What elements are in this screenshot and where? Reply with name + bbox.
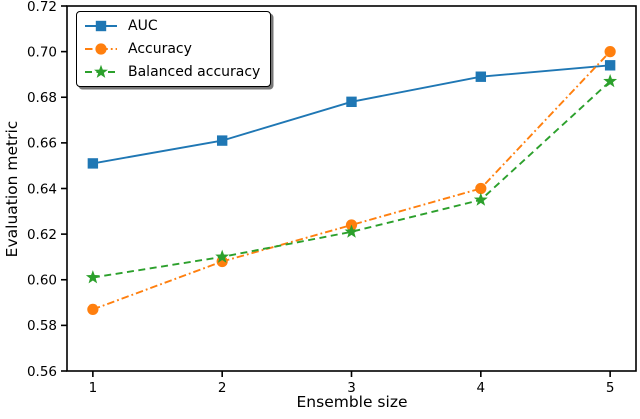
legend-item-label: Balanced accuracy: [128, 64, 261, 80]
legend-item-label: Accuracy: [128, 41, 192, 57]
legend-item-accuracy: Accuracy: [84, 40, 260, 58]
legend-line-sample: [85, 43, 117, 55]
legend-line-sample: [85, 64, 117, 78]
y-tick-label: 0.58: [27, 318, 57, 334]
star-marker: [603, 73, 618, 88]
y-tick-label: 0.60: [27, 273, 57, 289]
series-auc: [87, 60, 616, 169]
x-axis-ticks: 1 2 3 4 5: [89, 371, 615, 396]
legend-item-label: AUC: [128, 18, 158, 34]
star-marker: [215, 249, 230, 263]
circle-marker: [95, 43, 107, 55]
y-tick-label: 0.56: [27, 364, 57, 380]
star-marker: [85, 270, 100, 284]
star-marker: [473, 192, 488, 206]
legend-item-balanced-accuracy: Balanced accuracy: [84, 63, 260, 81]
y-tick-label: 0.66: [27, 136, 57, 152]
square-marker: [475, 71, 487, 82]
x-tick-label: 5: [606, 380, 615, 396]
series-line: [92, 80, 611, 279]
legend: AUC Accuracy Balanced accuracy: [76, 11, 272, 87]
circle-marker: [475, 182, 487, 195]
circle-marker: [604, 46, 616, 58]
circle-marker: [87, 303, 99, 316]
y-tick-label: 0.68: [27, 90, 57, 106]
series-balanced-accuracy: [85, 73, 618, 284]
y-tick-label: 0.72: [27, 0, 57, 15]
square-marker: [216, 135, 228, 146]
series-line: [92, 50, 611, 311]
y-axis-label: Evaluation metric: [3, 120, 21, 258]
y-tick-label: 0.70: [27, 44, 57, 60]
legend-line-sample: [85, 20, 117, 32]
square-marker: [95, 20, 107, 32]
y-tick-label: 0.62: [27, 227, 57, 243]
y-tick-label: 0.64: [27, 181, 57, 197]
x-tick-label: 4: [477, 380, 486, 396]
star-marker: [344, 224, 359, 238]
square-marker: [604, 60, 616, 71]
x-axis-label: Ensemble size: [296, 393, 408, 411]
y-axis-ticks: 0.56 0.58 0.60 0.62 0.64 0.66 0.68 0.70 0.72: [27, 0, 67, 380]
x-tick-label: 3: [347, 380, 356, 396]
square-marker: [87, 158, 99, 169]
x-tick-label: 1: [89, 380, 98, 396]
star-marker: [94, 64, 108, 78]
x-tick-label: 2: [218, 380, 227, 396]
square-marker: [346, 96, 357, 108]
legend-item-auc: AUC: [84, 17, 260, 35]
